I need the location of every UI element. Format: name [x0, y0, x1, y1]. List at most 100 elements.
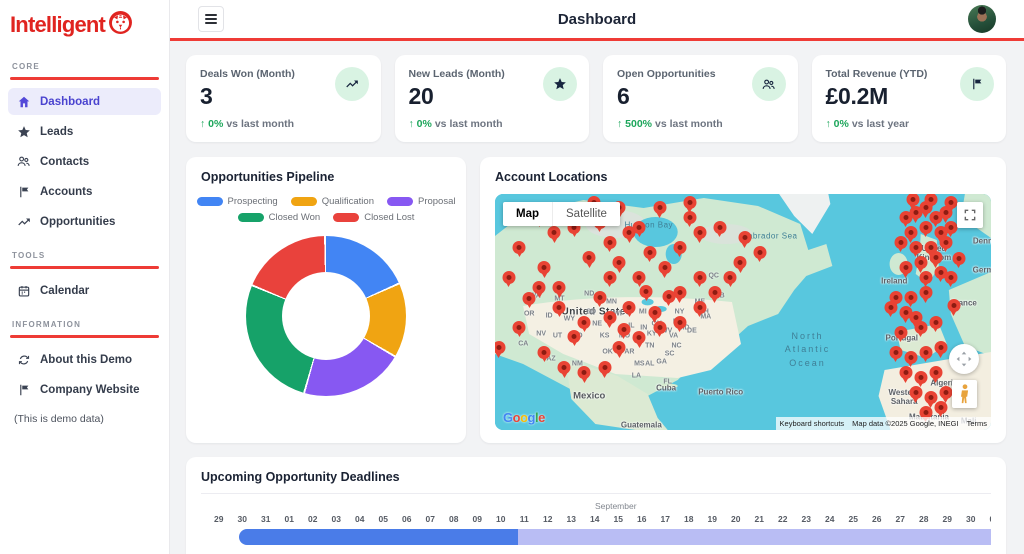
map-marker-icon[interactable]	[522, 291, 536, 309]
map-marker-icon[interactable]	[673, 315, 686, 333]
pipeline-donut-chart[interactable]	[246, 236, 406, 396]
map-marker-icon[interactable]	[693, 300, 707, 318]
fullscreen-icon[interactable]	[957, 202, 983, 228]
map-marker-icon[interactable]	[934, 400, 948, 418]
map-marker-icon[interactable]	[512, 240, 526, 258]
terms-link[interactable]: Terms	[962, 417, 991, 430]
map-type-map-button[interactable]: Map	[516, 208, 539, 220]
map-marker-icon[interactable]	[577, 366, 591, 383]
map-marker-icon[interactable]	[617, 322, 631, 340]
map-marker-icon[interactable]	[673, 286, 686, 303]
map-pan-control-icon[interactable]	[949, 344, 979, 374]
legend-item[interactable]: Closed Lost	[333, 212, 414, 223]
sidebar-item-contacts[interactable]: Contacts	[8, 148, 161, 175]
map-marker-icon[interactable]	[944, 220, 958, 238]
map-marker-icon[interactable]	[653, 320, 667, 338]
map-marker-icon[interactable]	[899, 366, 913, 383]
map-marker-icon[interactable]	[639, 284, 653, 302]
map-marker-icon[interactable]	[537, 345, 551, 363]
map-marker-icon[interactable]	[632, 270, 646, 288]
map-marker-icon[interactable]	[894, 235, 908, 253]
map-marker-icon[interactable]	[924, 194, 938, 210]
map-marker-icon[interactable]	[557, 361, 571, 378]
map-marker-icon[interactable]	[643, 245, 657, 263]
map-marker-icon[interactable]	[944, 196, 958, 213]
map-marker-icon[interactable]	[552, 300, 566, 318]
map-marker-icon[interactable]	[929, 315, 943, 333]
map-marker-icon[interactable]	[894, 325, 908, 343]
sidebar-item-dashboard[interactable]: Dashboard	[8, 88, 161, 115]
map-marker-icon[interactable]	[899, 261, 913, 278]
map-marker-icon[interactable]	[919, 220, 933, 238]
deadline-range-light[interactable]	[518, 529, 991, 545]
map-marker-icon[interactable]	[502, 270, 516, 288]
map-marker-icon[interactable]	[512, 320, 526, 338]
map-marker-icon[interactable]	[713, 220, 727, 238]
map-marker-icon[interactable]	[909, 386, 923, 403]
map-marker-icon[interactable]	[612, 341, 626, 358]
map-marker-icon[interactable]	[567, 329, 581, 347]
map-marker-icon[interactable]	[603, 235, 617, 253]
map-marker-icon[interactable]	[532, 281, 546, 298]
map-marker-icon[interactable]	[683, 196, 697, 213]
map-marker-icon[interactable]	[708, 286, 722, 303]
map-marker-icon[interactable]	[914, 370, 928, 388]
map-marker-icon[interactable]	[924, 391, 938, 408]
map-marker-icon[interactable]	[603, 311, 617, 328]
map-marker-icon[interactable]	[929, 251, 943, 268]
map-marker-icon[interactable]	[598, 361, 612, 378]
map-marker-icon[interactable]	[904, 350, 918, 368]
map-marker-icon[interactable]	[552, 281, 566, 298]
map-marker-icon[interactable]	[495, 341, 506, 358]
deadlines-timeline[interactable]: September 29 30 31 01 02 03 04 05 06 07 08 09 10 11 12…	[201, 493, 991, 545]
map-marker-icon[interactable]	[929, 210, 943, 228]
map-marker-icon[interactable]	[889, 345, 903, 363]
map-marker-icon[interactable]	[738, 231, 752, 248]
map-marker-icon[interactable]	[899, 210, 913, 228]
map-marker-icon[interactable]	[919, 286, 933, 303]
map-marker-icon[interactable]	[662, 289, 676, 307]
sidebar-item-calendar[interactable]: Calendar	[8, 277, 161, 304]
legend-item[interactable]: Prospecting	[196, 196, 278, 207]
legend-item[interactable]: Closed Won	[237, 212, 320, 223]
map-marker-icon[interactable]	[914, 320, 928, 338]
map-marker-icon[interactable]	[904, 226, 918, 243]
map-marker-icon[interactable]	[914, 256, 928, 273]
map-marker-icon[interactable]	[733, 256, 747, 273]
keyboard-shortcuts-link[interactable]: Keyboard shortcuts	[775, 417, 849, 430]
map-type-satellite-button[interactable]: Satellite	[552, 202, 620, 226]
map-marker-icon[interactable]	[693, 270, 707, 288]
map-marker-icon[interactable]	[944, 270, 958, 288]
map-marker-icon[interactable]	[603, 270, 617, 288]
map-marker-icon[interactable]	[939, 386, 953, 403]
map-marker-icon[interactable]	[632, 220, 646, 238]
map-marker-icon[interactable]	[622, 300, 636, 318]
map-marker-icon[interactable]	[577, 315, 591, 333]
map-marker-icon[interactable]	[884, 300, 898, 318]
map-marker-icon[interactable]	[593, 290, 607, 308]
pegman-icon[interactable]	[952, 380, 977, 408]
map-marker-icon[interactable]	[582, 251, 596, 268]
google-map[interactable]: Map Satellite	[495, 194, 991, 430]
sidebar-item-company-website[interactable]: Company Website	[8, 376, 161, 403]
sidebar-item-leads[interactable]: Leads	[8, 118, 161, 145]
map-marker-icon[interactable]	[947, 299, 961, 316]
map-marker-icon[interactable]	[537, 261, 551, 278]
map-marker-icon[interactable]	[673, 240, 686, 258]
map-marker-icon[interactable]	[939, 235, 953, 253]
user-avatar[interactable]	[968, 5, 996, 33]
map-marker-icon[interactable]	[919, 270, 933, 288]
legend-item[interactable]: Proposal	[386, 196, 455, 207]
deadline-range-dark[interactable]	[239, 529, 519, 545]
map-marker-icon[interactable]	[909, 240, 923, 258]
map-marker-icon[interactable]	[753, 245, 767, 263]
map-marker-icon[interactable]	[622, 226, 636, 243]
map-marker-icon[interactable]	[904, 290, 918, 308]
map-marker-icon[interactable]	[683, 210, 697, 228]
map-marker-icon[interactable]	[919, 345, 933, 363]
map-marker-icon[interactable]	[612, 256, 626, 273]
map-marker-icon[interactable]	[899, 306, 913, 323]
map-marker-icon[interactable]	[632, 331, 646, 348]
sidebar-item-accounts[interactable]: Accounts	[8, 178, 161, 205]
map-marker-icon[interactable]	[934, 341, 948, 358]
